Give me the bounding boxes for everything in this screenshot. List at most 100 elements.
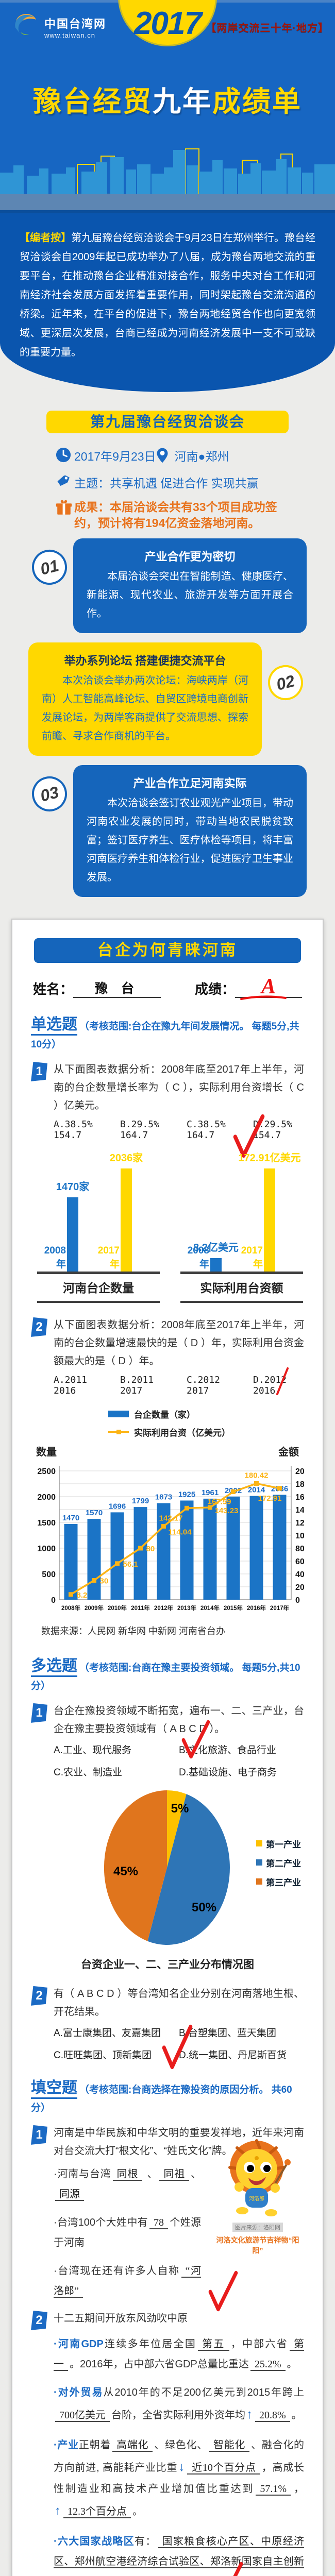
pie-chart: 5% 50% 45% bbox=[85, 1788, 304, 1951]
pie-caption: 台资企业一、二、三产业分布情况图 bbox=[81, 1958, 254, 1971]
name-label: 姓名： bbox=[33, 981, 74, 997]
editor-body: 第九届豫台经贸洽谈会于9月23日在郑州举行。豫台经贸洽谈会自2009年起已成功举… bbox=[20, 232, 316, 358]
question-number: 2 bbox=[31, 2310, 47, 2330]
mini-bar-charts: 1470家 2008年 2036家 2017年 河南台企数量 8.2亿美元 2008年 1… bbox=[37, 1152, 304, 1303]
svg-text:45%: 45% bbox=[113, 1865, 138, 1878]
svg-text:2016年: 2016年 bbox=[247, 1604, 266, 1612]
conference-banner: 第九届豫台经贸洽谈会 bbox=[46, 411, 289, 433]
year-badge: 2017 bbox=[118, 0, 217, 46]
svg-text:2012年: 2012年 bbox=[154, 1604, 174, 1612]
section-multi-choice: 多选题 （考核范围:台商在豫主要投资领域。 每题5分,共10分） bbox=[31, 1657, 300, 1691]
question-1-options: A.38.5% 154.7 B.29.5% 164.7 C.38.5% 164.7 D… bbox=[54, 1114, 304, 1158]
score-label: 成绩： bbox=[194, 981, 235, 997]
question-number: 2 bbox=[31, 1986, 47, 2006]
svg-text:200: 200 bbox=[295, 1467, 304, 1476]
card-body: 本届洽谈会突出在智能制造、健康医疗、新能源、现代农业、旅游开发等方面开展合作。 bbox=[87, 571, 293, 620]
conference-result: 成果：本届洽谈会共有33个项目成功签约，预计将有194亿资金落地河南。 bbox=[74, 500, 277, 530]
page-title: 豫台经贸九年成绩单 bbox=[32, 86, 303, 117]
right-axis-title: 金额 bbox=[278, 1446, 299, 1458]
svg-text:56.1: 56.1 bbox=[123, 1560, 138, 1569]
name-value: 豫 台 bbox=[73, 978, 161, 998]
card-title: 产业合作更为密切 bbox=[144, 550, 236, 564]
conference-location: 河南●郑州 bbox=[174, 450, 229, 463]
editor-note: 【编者按】第九届豫台经贸洽谈会于9月23日在郑州举行。豫台经贸洽谈会自2009年… bbox=[0, 213, 335, 392]
svg-text:0: 0 bbox=[51, 1596, 56, 1605]
date-location-row: 2017年9月23日 河南●郑州 bbox=[56, 447, 335, 466]
highlight-card-3: 03 产业合作立足河南实际 本次洽谈会签订农业观光产业项目，带动河南农业发展的同… bbox=[28, 765, 307, 897]
skyline-graphic bbox=[0, 148, 335, 194]
location-pin-icon bbox=[156, 447, 175, 466]
svg-text:1799: 1799 bbox=[132, 1497, 149, 1505]
card-title: 举办系列论坛 搭建便捷交流平台 bbox=[64, 654, 226, 668]
question-2-options: A.2011 2016 B.2011 2017 C.2012 2017 D.2012 … bbox=[54, 1367, 304, 1396]
exam-sheet: 台企为何青睐河南 姓名： 豫 台 成绩： A 单选题 （考核范围:台企在豫九年间发… bbox=[11, 919, 324, 2576]
svg-text:2014: 2014 bbox=[248, 1485, 265, 1494]
fill-line: ·台湾现在还有许多人自称 “河洛郎” bbox=[54, 2261, 238, 2312]
question-number: 1 bbox=[31, 1061, 47, 1081]
data-source: 数据来源：人民网 新华网 中新网 河南省台办 bbox=[41, 1625, 226, 1636]
pie-legend: 第一产业 第二产业 第三产业 bbox=[256, 1837, 301, 1894]
svg-text:2017年: 2017年 bbox=[270, 1604, 290, 1612]
card-number-01: 01 bbox=[28, 546, 71, 589]
taiwan-cn-logo-icon bbox=[13, 12, 40, 42]
left-axis-title: 数量 bbox=[36, 1446, 57, 1458]
svg-text:180: 180 bbox=[295, 1480, 304, 1489]
svg-text:1000: 1000 bbox=[37, 1545, 56, 1553]
card-number-03: 03 bbox=[28, 772, 71, 816]
logo-title: 中国台湾网 bbox=[44, 18, 107, 30]
svg-text:60: 60 bbox=[295, 1557, 304, 1566]
svg-text:40: 40 bbox=[295, 1570, 304, 1579]
svg-text:2008年: 2008年 bbox=[61, 1604, 81, 1612]
fill-line: ·河南GDP连续多年位居全国 第五 ，中部六省 第一 。2016年，占中部六省GDP总量… bbox=[54, 2338, 305, 2371]
svg-text:1696: 1696 bbox=[109, 1502, 126, 1511]
svg-text:172.91: 172.91 bbox=[258, 1494, 282, 1503]
header: 2017 中国台湾网 www.taiwan.cn 【两岸交流三十年·地方】 豫台… bbox=[0, 0, 335, 194]
svg-text:100: 100 bbox=[295, 1532, 304, 1540]
score-value: A bbox=[235, 976, 302, 1000]
svg-text:0: 0 bbox=[295, 1596, 300, 1605]
question-number: 2 bbox=[31, 1317, 47, 1337]
svg-text:1925: 1925 bbox=[178, 1490, 195, 1499]
fill-line: ·对外贸易从2010年的不足200亿美元到2015年跨上700亿美元 台阶，全省实… bbox=[54, 2386, 304, 2422]
multi-question-2: 2 有（ A B C D ）等台湾知名企业分别在河南落地生根、开花结果。 bbox=[31, 1985, 304, 2021]
svg-text:5%: 5% bbox=[171, 1802, 189, 1816]
svg-text:1500: 1500 bbox=[37, 1519, 56, 1528]
legend-swatch-tertiary bbox=[256, 1878, 262, 1885]
svg-text:1873: 1873 bbox=[155, 1493, 172, 1502]
conference-theme: 主题：共享机遇 促进合作 实现共赢 bbox=[74, 477, 259, 490]
fill-line: ·河南与台湾 同根 、同祖 、同源 bbox=[54, 2168, 202, 2201]
editor-label: 【编者按】 bbox=[20, 232, 72, 244]
svg-text:河洛郎: 河洛郎 bbox=[249, 2195, 264, 2202]
fill-question-1: 1 河南是中华民族和中华文明的重要发祥地，近年来河南对台交流大打“根文化”、“姓… bbox=[31, 2124, 304, 2312]
year-text: 2017 bbox=[134, 6, 202, 41]
combo-chart: 0 500 1000 1500 2000 2500 0 20 40 60 80 100 120 140 16… bbox=[31, 1455, 309, 1622]
conference-date: 2017年9月23日 bbox=[74, 450, 156, 463]
svg-text:2015年: 2015年 bbox=[224, 1604, 243, 1612]
card-title: 产业合作立足河南实际 bbox=[133, 777, 247, 790]
svg-text:140: 140 bbox=[295, 1506, 304, 1515]
divider-band bbox=[0, 194, 335, 213]
question-1: 1 从下面图表数据分析：2008年底至2017年上半年，河南的台企数量增长率为（… bbox=[31, 1061, 304, 1115]
logo-url: www.taiwan.cn bbox=[44, 31, 95, 39]
svg-text:143.23: 143.23 bbox=[215, 1506, 239, 1515]
svg-text:500: 500 bbox=[42, 1570, 56, 1579]
theme-row: 主题：共享机遇 促进合作 实现共赢 bbox=[56, 473, 335, 492]
multi-question-1: 1 台企在豫投资领域不断拓宽，遍布一、二、三产业，台企在豫主要投资领域有（ A … bbox=[31, 1702, 304, 1759]
red-check-icon bbox=[208, 2270, 238, 2312]
bar-legend-swatch bbox=[108, 1410, 129, 1417]
svg-text:2011年: 2011年 bbox=[131, 1604, 150, 1612]
svg-text:167.59: 167.59 bbox=[208, 1497, 231, 1506]
line-legend-swatch bbox=[108, 1429, 129, 1434]
series-banner: 【两岸交流三十年·地方】 bbox=[206, 23, 329, 34]
svg-text:160: 160 bbox=[295, 1493, 304, 1502]
multi-question-2-options: A.富士康集团、友嘉集团 B.台塑集团、蓝天集团 C.旺旺集团、顶新集团 D.统一集团… bbox=[54, 2024, 304, 2070]
card-body: 本次洽谈会签订农业观光产业项目，带动河南农业发展的同时，带动当地农民脱贫致富；签… bbox=[87, 798, 293, 884]
svg-text:2000: 2000 bbox=[37, 1493, 56, 1502]
section-fill-blank: 填空题 （考核范围:台商选择在豫投资的原因分析。 共60分） bbox=[31, 2079, 292, 2113]
fill-question-2: 2 十二五期间开放东风劲吹中原 bbox=[31, 2310, 304, 2330]
svg-text:80: 80 bbox=[146, 1545, 155, 1553]
svg-text:2009年: 2009年 bbox=[85, 1604, 104, 1612]
card-body: 本次洽谈会举办两次论坛：海峡两岸（河南）人工智能高峰论坛、自贸区跨境电商创新发展… bbox=[42, 675, 248, 742]
svg-text:1470: 1470 bbox=[62, 1514, 79, 1522]
